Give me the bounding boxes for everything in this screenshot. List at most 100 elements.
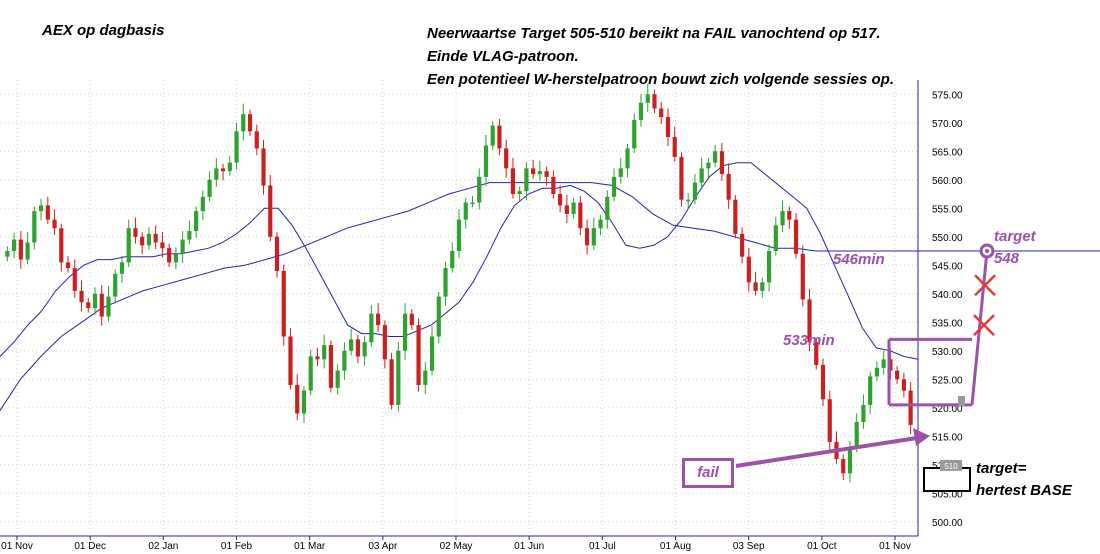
- candle-body: [652, 94, 657, 109]
- candle-body: [800, 253, 805, 300]
- candle-body: [584, 228, 590, 246]
- candle-body: [814, 342, 819, 365]
- candle-body: [578, 202, 583, 229]
- candle-body: [119, 262, 125, 274]
- candle-body: [632, 119, 637, 149]
- candle-body: [254, 131, 259, 149]
- x-tick-label: 03 Sep: [733, 541, 765, 552]
- y-tick-label: 555.00: [932, 204, 963, 215]
- note-line-3: Een potentieel W-herstelpatroon bouwt zi…: [427, 71, 895, 88]
- candle-body: [517, 191, 522, 194]
- candle-body: [605, 196, 610, 220]
- candle-body: [301, 390, 307, 414]
- candle-body: [497, 125, 502, 149]
- y-tick-label: 550.00: [932, 233, 963, 244]
- candle-body: [787, 211, 792, 220]
- candle-body: [753, 282, 758, 291]
- y-tick-label: 560.00: [932, 176, 963, 187]
- candle-body: [207, 179, 212, 197]
- candle-body: [591, 228, 596, 246]
- candle-body: [32, 211, 37, 243]
- candle-body: [328, 345, 334, 388]
- candle-body: [423, 370, 428, 385]
- candle-body: [416, 325, 421, 385]
- candle-body: [470, 202, 475, 205]
- candle-body: [322, 345, 327, 360]
- y-tick-label: 565.00: [932, 147, 963, 158]
- candle-body: [665, 117, 671, 137]
- candle-body: [25, 242, 30, 260]
- candle-body: [146, 233, 152, 246]
- y-tick-label: 505.00: [932, 489, 963, 500]
- candle-body: [861, 404, 866, 422]
- candle-body: [288, 336, 293, 385]
- candle-body: [746, 256, 751, 283]
- candle-body: [773, 225, 778, 251]
- candle-body: [740, 233, 745, 257]
- candle-body: [234, 131, 239, 163]
- candle-body: [827, 399, 832, 442]
- y-tick-label: 540.00: [932, 290, 963, 301]
- last-price-marker-text: 510: [944, 462, 958, 471]
- candle-body: [436, 296, 441, 337]
- candle-body: [510, 168, 516, 194]
- candle-body: [173, 253, 178, 263]
- candle-body: [376, 313, 381, 326]
- candle-body: [793, 219, 799, 254]
- candle-body: [220, 168, 226, 172]
- candle-body: [362, 342, 367, 357]
- candle-body: [537, 171, 542, 175]
- x-tick-label: 01 Aug: [660, 541, 691, 552]
- candle-body: [200, 196, 205, 212]
- candle-body: [315, 356, 320, 360]
- candle-body: [841, 459, 846, 474]
- x-tick-label: 01 Nov: [879, 541, 911, 552]
- candle-body: [598, 219, 603, 229]
- candle-body: [52, 219, 57, 229]
- candle-body: [160, 242, 165, 249]
- y-tick-label: 520.00: [932, 404, 963, 415]
- candle-body: [551, 176, 556, 194]
- candle-body: [355, 339, 360, 357]
- fail-label: fail: [682, 458, 734, 488]
- candle-body: [295, 384, 300, 414]
- candle-body: [713, 151, 718, 163]
- candle-body: [908, 390, 913, 425]
- candle-body: [65, 262, 71, 269]
- candle-body: [247, 114, 253, 132]
- fail-arrow-shaft: [735, 435, 921, 468]
- candle-body: [895, 370, 900, 380]
- candle-body: [706, 162, 711, 169]
- chart-title: AEX op dagbasis: [42, 22, 165, 39]
- candle-body: [699, 168, 704, 183]
- fail-arrow-head: [913, 428, 930, 446]
- cross-icon: [973, 314, 995, 336]
- y-tick-label: 525.00: [932, 375, 963, 386]
- candle-body: [645, 94, 650, 103]
- candle-body: [456, 219, 462, 251]
- candlestick-series: [5, 83, 913, 483]
- candle-body: [18, 239, 23, 260]
- y-tick-label: 515.00: [932, 432, 963, 443]
- x-tick-label: 01 Dec: [74, 541, 106, 552]
- note-line-1: Neerwaartse Target 505-510 bereikt na FA…: [427, 25, 881, 42]
- x-tick-label: 01 Jun: [514, 541, 544, 552]
- candle-body: [847, 447, 853, 474]
- candle-body: [558, 194, 563, 206]
- candle-body: [86, 302, 91, 308]
- candle-body: [72, 268, 77, 291]
- candle-body: [733, 199, 738, 234]
- candle-body: [268, 185, 273, 237]
- candle-body: [382, 325, 387, 360]
- analysis-notes: Neerwaartse Target 505-510 bereikt na FA…: [427, 22, 894, 91]
- x-tick-label: 01 Jul: [589, 541, 616, 552]
- candle-body: [726, 174, 731, 200]
- candle-body: [38, 205, 44, 212]
- x-tick-label: 01 Oct: [807, 541, 837, 552]
- candle-body: [12, 239, 17, 251]
- candle-body: [308, 356, 313, 391]
- cross-icon: [974, 274, 996, 297]
- y-tick-label: 570.00: [932, 119, 963, 130]
- x-tick-label: 02 Jan: [148, 541, 178, 552]
- target-marker-dot: [985, 249, 989, 253]
